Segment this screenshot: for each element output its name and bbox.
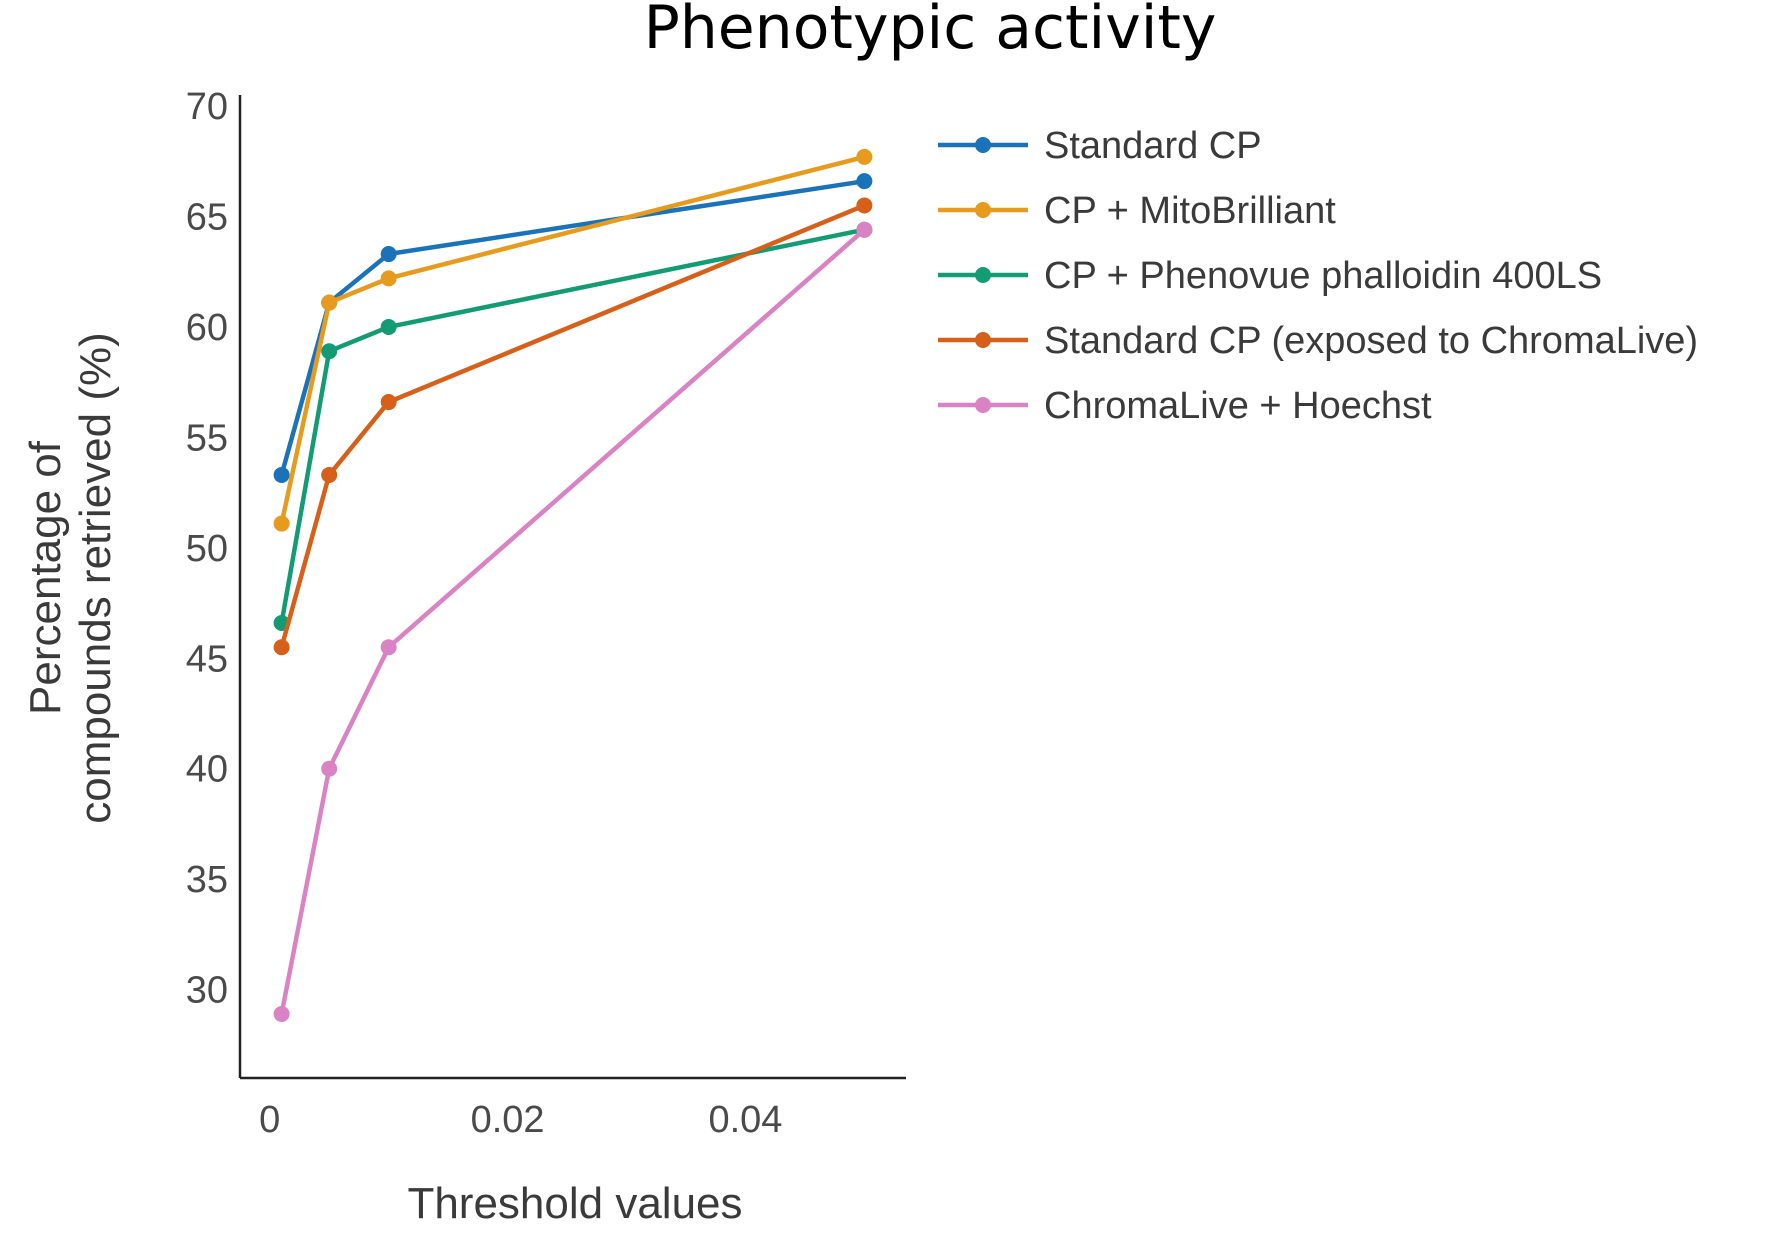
legend: Standard CP CP + MitoBrilliant CP + Phenov… bbox=[938, 125, 1698, 427]
legend-marker bbox=[975, 332, 991, 348]
legend-marker bbox=[975, 397, 991, 413]
data-point bbox=[321, 760, 338, 777]
y-tick-label: 50 bbox=[186, 528, 228, 570]
y-tick-label: 45 bbox=[186, 638, 228, 680]
data-point bbox=[856, 197, 873, 214]
legend-item: CP + MitoBrilliant bbox=[938, 190, 1336, 232]
series-line bbox=[279, 227, 867, 1017]
data-point bbox=[856, 148, 873, 165]
series-2 bbox=[273, 148, 873, 532]
legend-label: Standard CP bbox=[1044, 125, 1262, 167]
series-line bbox=[279, 203, 867, 650]
series-5 bbox=[273, 221, 873, 1022]
x-tick-labels: 0 0.02 0.04 bbox=[259, 1099, 782, 1141]
legend-item: Standard CP bbox=[938, 125, 1262, 167]
series-3 bbox=[273, 221, 873, 631]
y-tick-label: 30 bbox=[186, 970, 228, 1012]
legend-marker bbox=[975, 137, 991, 153]
y-axis-label: Percentage of compounds retrieved (%) bbox=[21, 332, 120, 824]
y-tick-label: 40 bbox=[186, 749, 228, 791]
x-axis-label: Threshold values bbox=[407, 1179, 742, 1228]
legend-label: CP + Phenovue phalloidin 400LS bbox=[1044, 255, 1602, 297]
legend-label: ChromaLive + Hoechst bbox=[1044, 385, 1432, 427]
y-axis-label-line-1: Percentage of bbox=[21, 440, 70, 715]
legend-item: Standard CP (exposed to ChromaLive) bbox=[938, 320, 1698, 362]
series-4 bbox=[273, 197, 873, 656]
data-point bbox=[273, 466, 290, 483]
data-point bbox=[380, 246, 397, 263]
data-point bbox=[856, 221, 873, 238]
data-point bbox=[380, 639, 397, 656]
y-tick-labels: 30 35 40 45 50 55 60 65 70 bbox=[186, 86, 228, 1012]
x-tick-label: 0.02 bbox=[471, 1099, 545, 1141]
y-tick-label: 60 bbox=[186, 307, 228, 349]
chart-title: Phenotypic activity bbox=[644, 0, 1217, 63]
x-tick-label: 0.04 bbox=[708, 1099, 782, 1141]
data-point bbox=[380, 270, 397, 287]
y-tick-label: 65 bbox=[186, 196, 228, 238]
axes bbox=[238, 95, 906, 1080]
x-tick-label: 0 bbox=[259, 1099, 280, 1141]
legend-label: CP + MitoBrilliant bbox=[1044, 190, 1336, 232]
legend-marker bbox=[975, 267, 991, 283]
series-line bbox=[279, 154, 867, 526]
y-tick-label: 55 bbox=[186, 417, 228, 459]
data-point bbox=[380, 318, 397, 335]
data-point bbox=[321, 294, 338, 311]
legend-item: CP + Phenovue phalloidin 400LS bbox=[938, 255, 1602, 297]
data-point bbox=[273, 1005, 290, 1022]
data-point bbox=[321, 466, 338, 483]
data-point bbox=[856, 173, 873, 190]
legend-marker bbox=[975, 202, 991, 218]
legend-item: ChromaLive + Hoechst bbox=[938, 385, 1432, 427]
series-line bbox=[279, 227, 867, 626]
y-axis-label-line-2: compounds retrieved (%) bbox=[71, 332, 120, 824]
data-point bbox=[273, 639, 290, 656]
data-point bbox=[380, 394, 397, 411]
data-point bbox=[273, 515, 290, 532]
data-point bbox=[321, 343, 338, 360]
legend-label: Standard CP (exposed to ChromaLive) bbox=[1044, 320, 1698, 362]
y-tick-label: 70 bbox=[186, 86, 228, 128]
y-tick-label: 35 bbox=[186, 859, 228, 901]
series-layer bbox=[273, 148, 873, 1022]
